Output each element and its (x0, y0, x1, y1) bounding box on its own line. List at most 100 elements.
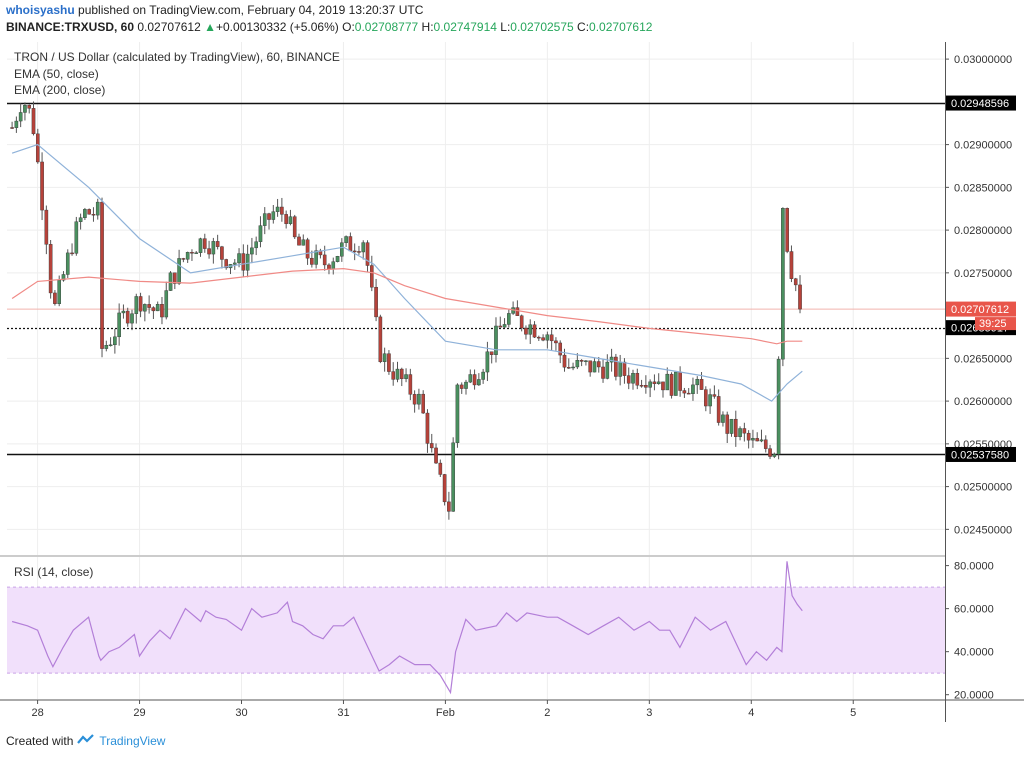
candle-up (121, 310, 126, 314)
candle-down (70, 252, 74, 255)
legend-ema200: EMA (200, close) (14, 83, 105, 97)
candle-up (83, 209, 87, 218)
candle-up (781, 208, 785, 360)
ohlc-bar: BINANCE:TRXUSD, 60 0.02707612 ▲+0.001303… (6, 20, 652, 34)
candle-up (258, 225, 263, 242)
candle-down (53, 292, 57, 304)
candle-down (519, 315, 524, 329)
high-value: 0.02747914 (433, 20, 497, 34)
candle-down (305, 239, 310, 259)
candle-down (202, 238, 207, 249)
candle-up (451, 442, 455, 512)
level-label-bg (946, 446, 1016, 462)
time-tick-label: 29 (133, 707, 145, 719)
time-tick-label: 31 (337, 707, 349, 719)
candle-up (477, 379, 481, 386)
candle-up (464, 381, 468, 389)
candle-down (537, 336, 541, 339)
countdown-bg (975, 317, 1016, 331)
candle-down (725, 414, 730, 434)
candle-down (678, 371, 682, 391)
open-value: 0.02708777 (354, 20, 419, 34)
candle-up (177, 258, 181, 284)
candle-down (785, 208, 789, 252)
ema200-line (11, 267, 803, 345)
candle-up (455, 384, 460, 444)
tradingview-link[interactable]: TradingView (99, 733, 166, 748)
price-tick-label: 0.02800000 (954, 225, 1012, 237)
candle-down (297, 236, 301, 246)
candle-down (322, 254, 327, 266)
candle-down (524, 327, 528, 335)
candle-down (579, 359, 584, 362)
candle-down (447, 501, 451, 512)
candle-down (742, 428, 747, 434)
candle-up (275, 206, 280, 212)
candle-down (644, 385, 648, 388)
symbol-label: BINANCE:TRXUSD, 60 (6, 20, 135, 34)
candle-down (716, 396, 721, 423)
level-label-bg (946, 95, 1016, 111)
candle-up (288, 216, 293, 224)
candle-up (575, 359, 580, 368)
candle-down (365, 242, 370, 266)
price-tick-label: 0.02500000 (954, 482, 1012, 494)
countdown-label: 39:25 (979, 318, 1007, 330)
candle-down (35, 133, 40, 163)
candle-up (61, 274, 66, 281)
candle-down (87, 209, 91, 215)
ema-lines (11, 143, 803, 402)
main-chart-title: TRON / US Dollar (calculated by TradingV… (14, 50, 340, 64)
price-tick-label: 0.02450000 (954, 524, 1012, 536)
change-value: +0.00130332 (+5.06%) (216, 20, 339, 34)
candle-down (181, 258, 186, 260)
candle-up (108, 344, 113, 347)
candle-up (185, 252, 190, 260)
candle-down (408, 374, 413, 395)
candle-down (224, 259, 229, 269)
candle-up (57, 279, 62, 304)
candle-up (232, 262, 237, 265)
rsi-tick-label: 40.0000 (954, 647, 994, 659)
up-arrow-icon: ▲ (204, 20, 216, 34)
candle-down (661, 381, 665, 391)
candle-up (361, 242, 366, 253)
candle-up (168, 272, 173, 291)
candle-down (40, 161, 44, 211)
candle-down (789, 251, 794, 279)
candle-up (545, 334, 550, 341)
price-tick-label: 0.02850000 (954, 182, 1012, 194)
rsi-title: RSI (14, close) (14, 565, 93, 579)
candle-up (404, 374, 408, 379)
candle-down (100, 201, 104, 349)
candle-down (652, 381, 657, 385)
candle-down (387, 353, 391, 372)
candle-up (759, 439, 764, 442)
candle-down (91, 213, 96, 216)
candle-up (665, 373, 670, 391)
candle-down (421, 393, 425, 414)
candle-down (215, 241, 220, 247)
candle-up (344, 236, 348, 243)
candle-down (31, 108, 36, 135)
candle-up (314, 250, 318, 265)
candle-up (382, 353, 387, 362)
published-text: published on TradingView.com, February 0… (78, 3, 424, 17)
candle-up (164, 290, 169, 318)
candle-up (113, 336, 117, 346)
candle-down (614, 356, 618, 377)
created-with-text: Created with (6, 733, 74, 748)
candle-down (125, 310, 130, 324)
candle-down (459, 384, 464, 389)
candle-up (130, 313, 134, 324)
price-tick-label: 0.02600000 (954, 396, 1012, 408)
author-name[interactable]: whoisyashu (6, 3, 75, 17)
price-labels: 0.029485960.026859170.025375800.02707612… (946, 95, 1016, 462)
candle-up (74, 221, 79, 254)
publish-info: whoisyashu published on TradingView.com,… (6, 3, 423, 17)
candle-up (691, 384, 695, 394)
candle-up (250, 247, 254, 255)
candle-up (571, 366, 575, 369)
candle-down (558, 342, 563, 356)
